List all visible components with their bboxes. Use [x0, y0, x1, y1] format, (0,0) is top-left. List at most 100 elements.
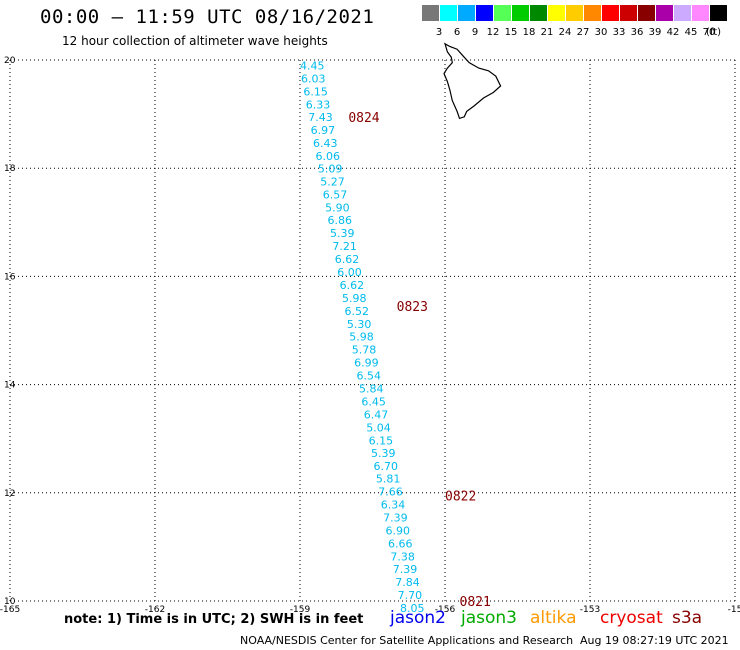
legend-label: 70 [703, 27, 716, 38]
legend-swatch [584, 5, 601, 21]
x-tick-label: -159 [290, 605, 311, 615]
footer-credit: NOAA/NESDIS Center for Satellite Applica… [240, 634, 574, 647]
legend-swatch [602, 5, 619, 21]
wave-height-map: -165 -162 -159 -156 -153 -152018161412104.456… [0, 42, 740, 615]
swh-label: 7.43 [308, 111, 333, 124]
swh-label: 7.38 [390, 551, 415, 564]
legend-label: 39 [649, 27, 662, 38]
swh-label: 6.47 [364, 408, 389, 421]
y-tick-label: 14 [4, 381, 16, 391]
swh-label: 5.98 [349, 330, 374, 343]
swh-label: 5.39 [330, 227, 355, 240]
time-label: 0821 [460, 595, 491, 610]
swh-label: 6.97 [311, 124, 336, 137]
color-legend: 3 6 9 12 15 18 21 24 27 30 33 36 39 42 45 70(ft) [422, 5, 727, 38]
swh-label: 6.34 [381, 499, 406, 512]
x-tick-label: -162 [145, 605, 165, 615]
legend-label: 18 [523, 27, 536, 38]
swh-label: 6.15 [369, 434, 394, 447]
legend-swatch [458, 5, 475, 21]
swh-label: 5.09 [318, 163, 343, 176]
legend-swatch [656, 5, 673, 21]
legend-label: 6 [454, 27, 460, 38]
time-label: 0823 [397, 300, 428, 315]
swh-label: 4.45 [300, 59, 325, 72]
page-subtitle: 12 hour collection of altimeter wave hei… [62, 34, 328, 48]
swh-label: 5.04 [366, 421, 391, 434]
legend-swatch [710, 5, 727, 21]
swh-label: 6.03 [301, 72, 326, 85]
legend-label: 24 [559, 27, 572, 38]
swh-label: 6.52 [344, 305, 369, 318]
legend-swatch [530, 5, 547, 21]
swh-label: 6.45 [361, 395, 386, 408]
footer-note: note: 1) Time is in UTC; 2) SWH is in fe… [64, 612, 364, 627]
swh-label: 6.54 [357, 369, 382, 382]
y-tick-label: 12 [4, 489, 15, 499]
y-tick-label: 18 [4, 164, 16, 174]
legend-label: 15 [505, 27, 518, 38]
legend-swatch [620, 5, 637, 21]
legend-swatch [548, 5, 565, 21]
swh-label: 6.57 [323, 189, 348, 202]
swh-label: 7.39 [393, 563, 418, 576]
legend-unit: (ft) [706, 27, 721, 38]
swh-label: 6.33 [306, 98, 331, 111]
y-tick-label: 20 [4, 56, 16, 66]
legend-label: 30 [595, 27, 608, 38]
coastline [443, 42, 502, 120]
swh-label: 5.98 [342, 292, 367, 305]
swh-label: 6.06 [315, 150, 340, 163]
legend-label: 36 [631, 27, 644, 38]
x-tick-label: -15 [728, 605, 740, 615]
swh-label: 6.62 [340, 279, 365, 292]
swh-label: 7.39 [383, 512, 408, 525]
swh-label: 7.70 [398, 589, 423, 602]
mission-jason3: jason3 [461, 608, 517, 628]
swh-label: 6.86 [328, 214, 353, 227]
swh-label: 8.05 [400, 602, 425, 615]
x-tick-label: -156 [435, 605, 456, 615]
swh-label: 5.81 [376, 473, 401, 486]
mission-cryosat: cryosat [600, 608, 663, 628]
mission-s3a: s3a [672, 608, 703, 628]
legend-swatch [638, 5, 655, 21]
swh-label: 5.30 [347, 318, 372, 331]
y-tick-label: 16 [4, 272, 16, 282]
legend-swatch [674, 5, 691, 21]
swh-label: 6.70 [373, 460, 398, 473]
swh-label: 7.84 [395, 576, 420, 589]
swh-label: 6.00 [337, 266, 362, 279]
legend-label: 9 [472, 27, 478, 38]
legend-label: 3 [436, 27, 442, 38]
time-label: 0822 [445, 490, 476, 505]
legend-label: 42 [667, 27, 680, 38]
legend-label: 27 [577, 27, 590, 38]
x-tick-label: -153 [580, 605, 600, 615]
swh-label: 6.90 [386, 525, 411, 538]
swh-label: 5.90 [325, 202, 350, 215]
swh-label: 6.43 [313, 137, 338, 150]
swh-label: 5.84 [359, 382, 384, 395]
swh-label: 6.62 [335, 253, 360, 266]
legend-swatch [476, 5, 493, 21]
swh-label: 5.27 [320, 176, 345, 189]
swh-label: 6.15 [303, 85, 328, 98]
time-label: 0824 [348, 111, 379, 126]
swh-label: 6.99 [354, 356, 379, 369]
legend-swatch [692, 5, 709, 21]
x-tick-label: -165 [0, 605, 20, 615]
swh-label: 7.66 [378, 486, 403, 499]
swh-label: 5.39 [371, 447, 396, 460]
mission-altika: altika [530, 608, 577, 628]
legend-label: 33 [613, 27, 626, 38]
legend-swatch [440, 5, 457, 21]
swh-label: 6.66 [388, 538, 413, 551]
legend-label: 45 [685, 27, 698, 38]
legend-swatch [566, 5, 583, 21]
mission-jason2: jason2 [390, 608, 446, 628]
footer-timestamp: Aug 19 08:27:19 UTC 2021 [580, 634, 729, 647]
legend-swatch [494, 5, 511, 21]
swh-label: 5.78 [352, 343, 377, 356]
y-tick-label: 10 [4, 597, 16, 607]
